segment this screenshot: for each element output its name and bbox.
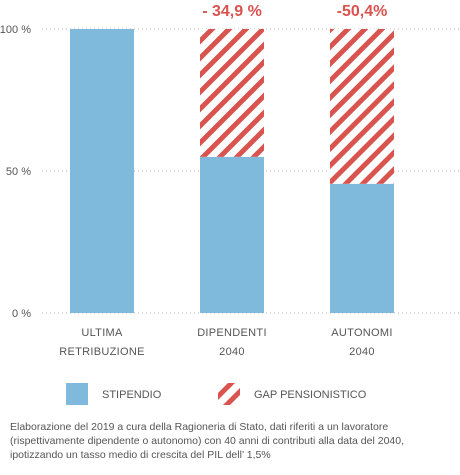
legend: STIPENDIO GAP PENSIONISTICO: [66, 383, 367, 405]
x-category-label: DIPENDENTI: [197, 327, 267, 339]
gap-percentage-label: -50,4%: [337, 3, 388, 20]
x-category-label: AUTONOMI: [331, 327, 392, 339]
stacked-bar-chart: 0 % 50 % 100 % - 34,9 % -50,4% ULTIMA RETRIB…: [0, 3, 460, 405]
salary-bar-segment: [330, 183, 394, 313]
legend-label: STIPENDIO: [102, 389, 162, 401]
legend-swatch-gap: [218, 383, 240, 405]
x-category-label: 2040: [349, 346, 375, 358]
y-tick-label: 50 %: [6, 166, 31, 178]
x-category-label: ULTIMA: [81, 327, 123, 339]
source-footnote: Elaborazione del 2019 a cura della Ragio…: [10, 421, 405, 461]
salary-bar-segment: [200, 156, 264, 313]
x-category-label: 2040: [219, 346, 245, 358]
gap-percentage-label: - 34,9 %: [202, 3, 262, 20]
y-tick-label: 100 %: [0, 24, 31, 36]
salary-bar-segment: [70, 29, 134, 313]
legend-swatch-salary: [66, 383, 88, 405]
x-axis-category-labels: ULTIMA RETRIBUZIONE DIPENDENTI 2040 AUTONOMI…: [59, 327, 392, 358]
gap-bar-segment: [200, 29, 264, 157]
bars: [70, 29, 394, 313]
x-category-label: RETRIBUZIONE: [59, 346, 145, 358]
y-tick-label: 0 %: [12, 308, 31, 320]
gap-annotations: - 34,9 % -50,4%: [202, 3, 387, 20]
legend-label: GAP PENSIONISTICO: [254, 389, 367, 401]
gap-bar-segment: [330, 29, 394, 184]
